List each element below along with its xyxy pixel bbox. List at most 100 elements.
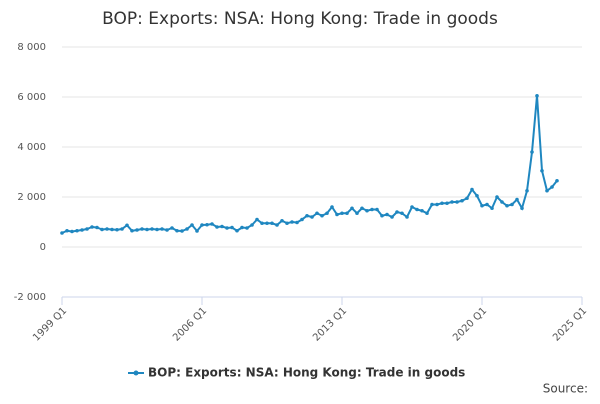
point [235, 228, 239, 233]
point [340, 211, 344, 216]
point [260, 221, 264, 226]
y-tick-label: 4 000 [17, 142, 46, 153]
x-tick-label: 2020 Q1 [451, 305, 489, 343]
point [330, 205, 334, 209]
point [115, 227, 119, 232]
point [440, 201, 444, 206]
point [350, 206, 354, 211]
point [540, 168, 544, 173]
x-tick-label: 2006 Q1 [171, 305, 209, 343]
point [380, 213, 384, 218]
point [100, 227, 104, 232]
y-tick-label: 6 000 [17, 92, 46, 103]
point [80, 228, 84, 232]
point [555, 178, 559, 183]
point [230, 225, 234, 230]
y-tick-label: 0 [40, 242, 46, 253]
point [135, 228, 139, 232]
point [405, 215, 409, 219]
point [180, 229, 184, 233]
source-label: Source: [543, 382, 588, 396]
point [520, 206, 524, 211]
point [190, 223, 194, 227]
point [165, 228, 169, 232]
chart-title: BOP: Exports: NSA: Hong Kong: Trade in g… [102, 9, 498, 29]
point [270, 221, 274, 226]
point [150, 227, 154, 231]
point [475, 193, 479, 198]
point [430, 202, 434, 207]
point [400, 211, 404, 216]
point [480, 203, 484, 208]
point [535, 93, 539, 98]
point [220, 224, 224, 229]
point [425, 211, 429, 216]
point [365, 208, 369, 213]
point [130, 228, 134, 233]
point [105, 227, 109, 231]
point [360, 206, 364, 211]
point [510, 202, 514, 207]
point [545, 188, 549, 193]
point [155, 227, 159, 232]
point [160, 227, 164, 231]
point [375, 207, 379, 212]
y-tick-label: 2 000 [17, 192, 46, 203]
point [345, 211, 349, 216]
point [485, 202, 489, 207]
point [370, 207, 374, 212]
point [225, 226, 229, 230]
point [95, 225, 99, 230]
point [125, 223, 129, 228]
point [320, 213, 324, 218]
point [255, 217, 259, 222]
point [205, 222, 209, 227]
point [325, 211, 329, 216]
point [495, 195, 499, 199]
point [385, 212, 389, 217]
point [515, 197, 519, 202]
point [550, 185, 554, 189]
x-tick-label: 2013 Q1 [311, 305, 349, 343]
x-tick-label: 2025 Q1 [551, 305, 589, 343]
point [170, 226, 174, 230]
point [200, 223, 204, 227]
point [420, 208, 424, 213]
point [410, 205, 414, 209]
point [455, 200, 459, 204]
point [250, 223, 254, 227]
point [85, 227, 89, 231]
legend-label: BOP: Exports: NSA: Hong Kong: Trade in g… [148, 366, 465, 380]
point [265, 221, 269, 226]
point [355, 211, 359, 216]
point [525, 188, 529, 193]
legend-marker [133, 370, 139, 376]
point [390, 215, 394, 219]
point [60, 231, 64, 235]
point [280, 218, 284, 223]
point [450, 200, 454, 204]
x-tick-label: 1999 Q1 [31, 305, 69, 343]
point [490, 206, 494, 211]
point [195, 229, 199, 233]
point [210, 222, 214, 226]
point [285, 221, 289, 226]
point [435, 202, 439, 207]
point [500, 200, 504, 204]
point [530, 150, 534, 154]
point [505, 203, 509, 208]
point [90, 225, 94, 229]
point [145, 227, 149, 232]
point [185, 227, 189, 231]
line [61, 95, 558, 234]
point [470, 187, 474, 192]
point [120, 227, 124, 231]
point [445, 201, 449, 206]
point [315, 211, 319, 216]
point [110, 227, 114, 232]
point [240, 225, 244, 230]
point [415, 207, 419, 212]
y-tick-label: 8 000 [17, 42, 46, 53]
y-tick-label: -2 000 [14, 292, 46, 303]
